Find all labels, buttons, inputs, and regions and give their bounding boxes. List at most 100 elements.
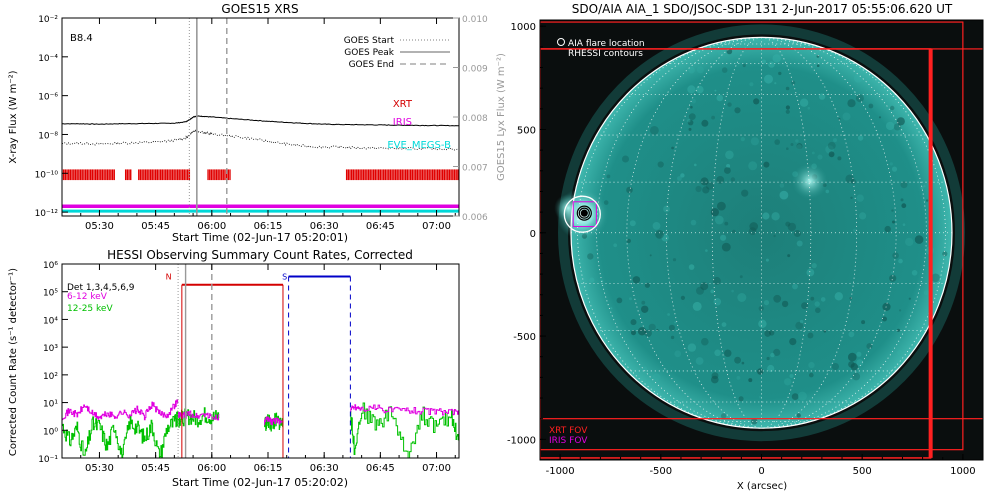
fov-legend-label: IRIS FOV	[549, 436, 588, 446]
solar-texture-patch	[700, 282, 709, 291]
solar-texture-patch	[817, 154, 823, 160]
solar-texture-patch	[779, 190, 789, 200]
solar-texture-patch	[793, 230, 801, 237]
solar-texture-patch	[769, 330, 775, 336]
solar-texture-patch	[884, 225, 891, 233]
solar-texture-patch	[714, 349, 721, 357]
goes-right-axis-label: GOES15 Lyx Flux (W m⁻²)	[496, 53, 507, 181]
solar-texture-patch	[732, 229, 736, 234]
solar-texture-patch	[808, 361, 815, 369]
goes-y-axis-label: X-ray Flux (W m⁻²)	[8, 70, 19, 163]
solar-texture-patch	[694, 163, 697, 167]
solar-texture-patch	[837, 156, 842, 161]
solar-texture-patch	[671, 146, 674, 150]
solar-texture-patch	[714, 89, 717, 92]
aia-y-tick-label: -500	[513, 332, 536, 343]
solar-texture-patch	[815, 307, 821, 314]
solar-texture-patch	[630, 319, 637, 326]
solar-texture-patch	[789, 374, 794, 378]
instrument-label: IRIS	[393, 117, 412, 128]
solar-texture-patch	[649, 254, 652, 257]
solar-texture-patch	[688, 113, 696, 120]
solar-texture-patch	[751, 418, 758, 425]
xrt-coverage-segment-2	[138, 169, 191, 181]
solar-texture-patch	[721, 242, 731, 252]
solar-texture-patch	[764, 330, 771, 337]
solar-texture-patch	[900, 198, 904, 202]
solar-texture-patch	[644, 329, 652, 337]
iris-fov-box	[572, 201, 597, 228]
solar-texture-patch	[845, 174, 855, 184]
hessi-panel: HESSI Observing Summary Count Rates, Cor…	[8, 248, 460, 489]
solar-texture-patch	[785, 109, 790, 114]
solar-texture-patch	[695, 185, 702, 193]
solar-texture-patch	[786, 147, 789, 150]
solar-texture-patch	[749, 82, 754, 87]
goes-legend-label: GOES Peak	[344, 48, 394, 58]
solar-texture-patch	[672, 258, 677, 262]
solar-texture-patch	[742, 63, 746, 68]
solar-texture-patch	[687, 85, 696, 94]
hessi-legend-label: Det 1,3,4,5,6,9	[67, 283, 135, 293]
solar-texture-patch	[711, 115, 715, 120]
solar-texture-patch	[696, 286, 704, 295]
solar-texture-patch	[806, 268, 815, 277]
solar-texture-patch	[734, 107, 741, 114]
solar-texture-patch	[696, 66, 704, 74]
solar-texture-patch	[847, 99, 856, 108]
solar-texture-patch	[589, 277, 595, 283]
solar-texture-patch	[653, 74, 662, 83]
hessi-6-12kev-line	[350, 404, 459, 416]
active-region	[791, 163, 828, 200]
solar-texture-patch	[791, 393, 799, 400]
solar-texture-patch	[891, 209, 894, 212]
solar-corona	[558, 24, 965, 442]
solar-texture-patch	[764, 74, 773, 84]
solar-texture-patch	[758, 305, 764, 312]
goes-x-tick-label: 05:45	[141, 221, 170, 232]
hessi-plot-frame	[61, 263, 460, 459]
solar-texture-patch	[606, 174, 611, 179]
solar-limb	[570, 36, 953, 429]
solar-texture-patch	[791, 80, 796, 85]
solar-texture-patch	[616, 297, 623, 304]
solar-texture-patch	[677, 176, 682, 181]
solar-texture-patch	[642, 366, 648, 372]
solar-texture-patch	[861, 320, 866, 325]
aia-x-tick-label: -1000	[546, 466, 575, 477]
solar-texture-patch	[771, 212, 780, 221]
solar-texture-patch	[931, 273, 940, 283]
solar-texture-patch	[848, 361, 855, 368]
xrt-coverage-segment-1	[124, 169, 132, 181]
solar-texture-patch	[796, 144, 802, 150]
solar-texture-patch	[721, 322, 727, 327]
goes-x-tick-label: 06:45	[366, 221, 395, 232]
solar-texture-patch	[738, 396, 744, 402]
solar-texture-patch	[923, 185, 926, 188]
solar-texture-patch	[773, 294, 782, 303]
aia-panel: SDO/AIA AIA_1 SDO/JSOC-SDP 131 2-Jun-201…	[507, 2, 984, 492]
solar-texture-patch	[644, 282, 651, 288]
goes-x-tick-label: 06:00	[197, 221, 226, 232]
solar-texture-patch	[641, 305, 649, 313]
solar-texture-patch	[882, 302, 891, 311]
aia-flare-location-circle	[563, 195, 601, 233]
solar-texture-patch	[856, 194, 864, 202]
hessi-flag: N	[166, 272, 172, 281]
solar-texture-patch	[942, 251, 948, 257]
goes-y2-tick-label: 0.009	[462, 65, 488, 75]
solar-texture-patch	[736, 376, 741, 380]
solar-texture-patch	[825, 189, 830, 194]
heliographic-grid	[571, 36, 952, 429]
solar-texture-patch	[711, 375, 719, 384]
goes-legend-label: GOES Start	[344, 36, 395, 46]
solar-texture-patch	[868, 103, 874, 109]
goes-y-tick-label: 10⁻⁶	[38, 93, 58, 103]
solar-texture-patch	[717, 48, 726, 56]
solar-texture-patch	[908, 297, 911, 300]
solar-texture-patch	[626, 186, 633, 194]
goes-y2-tick-label: 0.007	[462, 164, 488, 174]
solar-texture-patch	[772, 54, 781, 63]
